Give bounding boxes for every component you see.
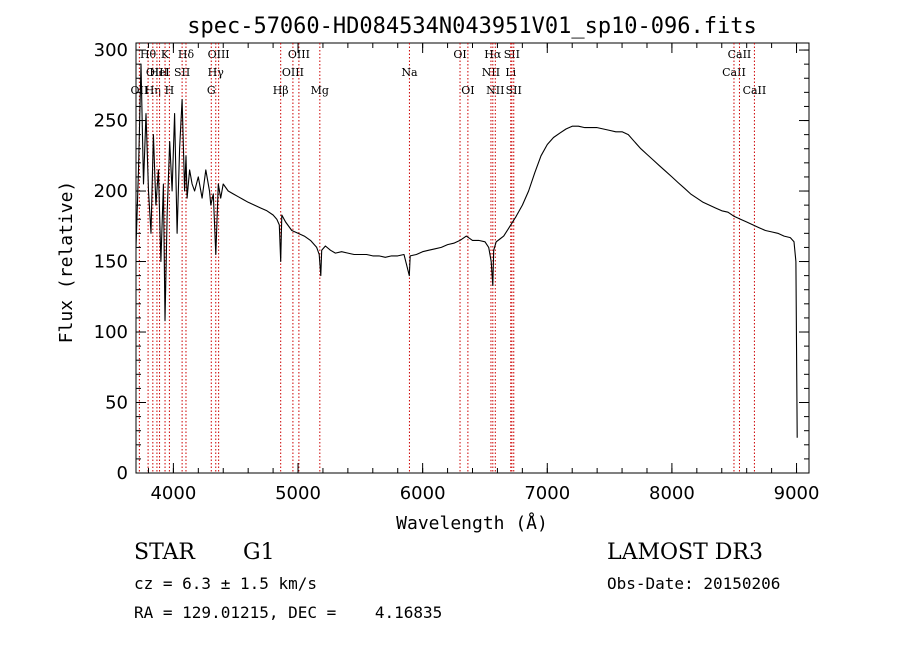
- line-marker-label: Hδ: [178, 48, 195, 61]
- spectrum-line: [135, 63, 798, 438]
- y-tick-label: 200: [94, 181, 128, 202]
- y-tick-label: 50: [105, 393, 128, 414]
- line-marker-label: OIII: [288, 48, 310, 61]
- line-marker-label: H: [165, 84, 175, 97]
- survey-label: LAMOST DR3: [607, 540, 763, 565]
- x-axis-label: Wavelength (Å): [396, 512, 548, 534]
- line-marker-label: Hα: [484, 48, 502, 61]
- redshift-readout: cz = 6.3 ± 1.5 km/s: [134, 574, 318, 593]
- chart-title: spec-57060-HD084534N043951V01_sp10-096.f…: [187, 14, 757, 39]
- plot-frame: [135, 42, 810, 474]
- line-marker-label: HeI: [149, 66, 169, 79]
- line-marker-label: OIII: [282, 66, 304, 79]
- line-marker-label: SII: [174, 66, 190, 79]
- x-tick-label: 5000: [275, 483, 321, 504]
- x-tick-label: 9000: [774, 483, 820, 504]
- line-marker-label: CaII: [743, 84, 767, 97]
- line-marker-label: SII: [504, 48, 520, 61]
- obs-date-readout: Obs-Date: 20150206: [607, 574, 781, 593]
- x-tick-label: 4000: [150, 483, 196, 504]
- line-marker-label: CaII: [728, 48, 752, 61]
- line-marker-label: NII: [486, 84, 504, 97]
- line-marker-label: Mg: [311, 84, 329, 97]
- line-marker-label: Hη: [145, 84, 161, 97]
- y-tick-label: 0: [117, 463, 128, 484]
- line-marker-label: K: [161, 48, 170, 61]
- y-tick-label: 250: [94, 111, 128, 132]
- line-marker-label: Hβ: [273, 84, 289, 97]
- y-tick-label: 150: [94, 252, 128, 273]
- line-marker-label: Na: [401, 66, 418, 79]
- object-class: STAR: [134, 540, 195, 565]
- line-marker-label: SII: [506, 84, 522, 97]
- y-tick-label: 100: [94, 322, 128, 343]
- line-marker-label: OIII: [208, 48, 230, 61]
- line-marker-label: G: [207, 84, 216, 97]
- line-marker-label: OII: [131, 84, 149, 97]
- y-axis-label: Flux (relative): [56, 181, 77, 344]
- line-marker-label: OI: [461, 84, 474, 97]
- x-tick-label: 7000: [524, 483, 570, 504]
- x-tick-label: 6000: [400, 483, 446, 504]
- line-marker-label: CaII: [722, 66, 746, 79]
- line-marker-label: NII: [482, 66, 500, 79]
- y-tick-label: 300: [94, 40, 128, 61]
- coordinates-readout: RA = 129.01215, DEC = 4.16835: [134, 603, 443, 622]
- line-marker-label: Hγ: [208, 66, 225, 79]
- x-tick-label: 8000: [649, 483, 695, 504]
- line-marker-label: Li: [505, 66, 516, 79]
- line-marker-label: OIII: [146, 66, 168, 79]
- object-subclass: G1: [243, 540, 275, 565]
- line-marker-label: OI: [453, 48, 466, 61]
